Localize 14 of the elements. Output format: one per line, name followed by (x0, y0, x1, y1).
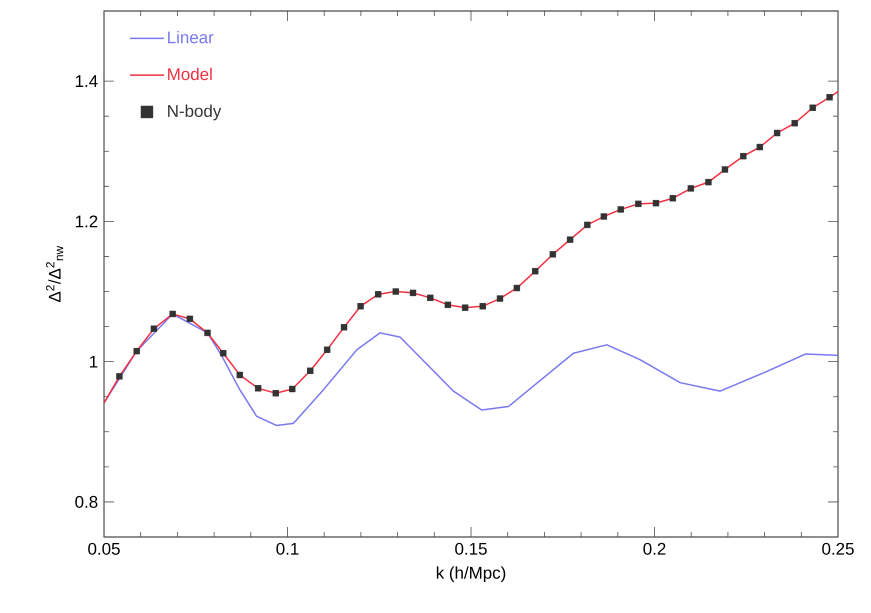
x-tick-label: 0.05 (88, 542, 120, 555)
legend-label: Linear (168, 30, 214, 44)
x-tick-label: 0.25 (822, 542, 854, 555)
y-tick-label: 1.4 (76, 75, 98, 87)
y-tick-label: 1.2 (76, 215, 98, 228)
x-tick-label: 0.15 (455, 542, 487, 555)
x-tick-label: 0.1 (276, 542, 298, 555)
legend-label: Model (168, 68, 212, 80)
y-tick-label: 0.8 (75, 496, 98, 508)
y-tick-label: 1 (90, 356, 98, 368)
x-axis-title: k (h/Mpc) (436, 566, 506, 582)
x-tick-label: 0.2 (643, 542, 666, 555)
y-axis-title: Δ$^{2}$/Δ$^{2}$nw (46, 246, 64, 302)
legend-label: N-body (168, 104, 222, 120)
